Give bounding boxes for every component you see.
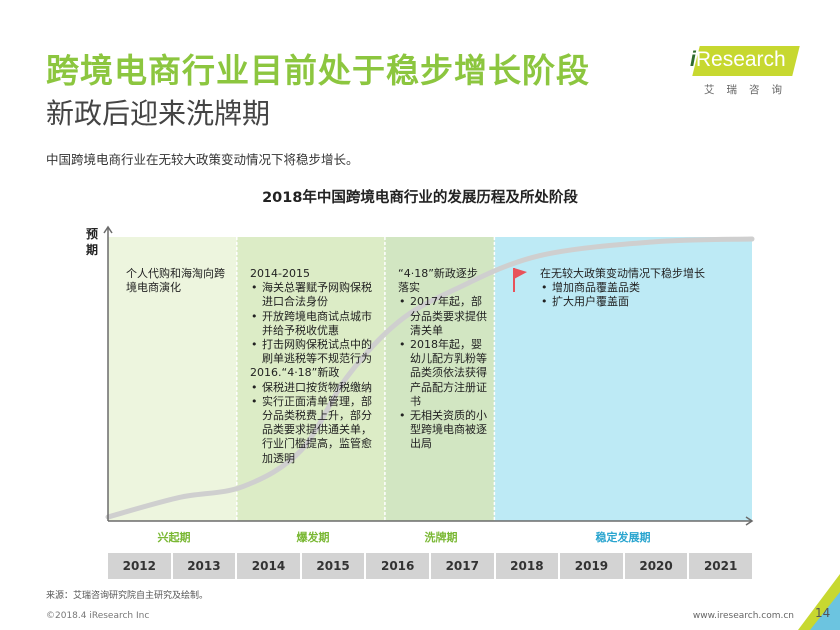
year-tick: 2014 bbox=[237, 553, 300, 579]
phase-boom-bullet: 打击网购保税试点中的刷单逃税等不规范行为 bbox=[250, 338, 376, 366]
phase-shuffle-bullet: 2017年起，部分品类要求提供清关单 bbox=[398, 295, 488, 338]
year-tick: 2018 bbox=[495, 553, 559, 579]
year-tick: 2021 bbox=[689, 553, 752, 579]
phase-stable-bullet: 扩大用户覆盖面 bbox=[540, 295, 740, 309]
phase-boom-heading-1: 2014-2015 bbox=[250, 267, 310, 280]
phase-text-stable: 在无较大政策变动情况下稳步增长 增加商品覆盖品类 扩大用户覆盖面 bbox=[540, 267, 740, 310]
phase-label-shuffle: 洗牌期 bbox=[424, 531, 458, 544]
intro-text: 中国跨境电商行业在无较大政策变动情况下将稳步增长。 bbox=[46, 152, 359, 167]
year-tick: 2012 bbox=[108, 553, 171, 579]
phase-label-stable: 稳定发展期 bbox=[595, 531, 651, 544]
phase-boom-bullet: 开放跨境电商试点城市并给予税收优惠 bbox=[250, 310, 376, 338]
phase-label-boom: 爆发期 bbox=[296, 531, 330, 544]
year-tick: 2020 bbox=[624, 553, 688, 579]
x-axis-arrow bbox=[745, 516, 754, 526]
year-tick: 2019 bbox=[560, 553, 623, 579]
phase-stable-bullet: 增加商品覆盖品类 bbox=[540, 281, 740, 295]
website-link[interactable]: www.iresearch.com.cn bbox=[692, 611, 794, 621]
year-tick: 2016 bbox=[366, 553, 429, 579]
phase-boom-bullet: 实行正面清单管理，部分品类税费上升，部分品类要求提供通关单，行业门槛提高，监管愈… bbox=[250, 395, 376, 466]
phase-band bbox=[108, 237, 237, 521]
corner-decoration bbox=[798, 574, 840, 630]
phase-boom-bullet: 海关总署赋予网购保税进口合法身份 bbox=[250, 281, 376, 309]
growth-curve bbox=[105, 236, 755, 520]
phase-text-boom: 2014-2015 海关总署赋予网购保税进口合法身份 开放跨境电商试点城市并给予… bbox=[250, 267, 376, 466]
phase-stable-heading: 在无较大政策变动情况下稳步增长 bbox=[540, 267, 705, 280]
year-tick: 2017 bbox=[430, 553, 494, 579]
logo-wordmark: iResearch bbox=[690, 48, 786, 71]
phase-label-rise: 兴起期 bbox=[157, 531, 191, 544]
page-subtitle: 新政后迎来洗牌期 bbox=[46, 97, 271, 130]
flag-icon bbox=[514, 268, 527, 279]
y-axis-label: 预期 bbox=[85, 227, 98, 257]
phase-shuffle-heading: “4·18”新政逐步落实 bbox=[398, 267, 478, 295]
phase-boom-heading-2: 2016.“4·18”新政 bbox=[250, 366, 340, 380]
year-axis: 2012 2013 2014 2015 2016 2017 2018 2019 … bbox=[108, 553, 752, 579]
copyright: ©2018.4 iResearch Inc bbox=[46, 611, 150, 621]
source-note: 来源：艾瑞咨询研究院自主研究及绘制。 bbox=[46, 591, 209, 601]
page-title: 跨境电商行业目前处于稳步增长阶段 bbox=[46, 51, 590, 90]
y-axis-arrow bbox=[103, 225, 113, 234]
phase-text-shuffle: “4·18”新政逐步落实 2017年起，部分品类要求提供清关单 2018年起，婴… bbox=[398, 267, 488, 452]
logo-tagline: 艾瑞咨询 bbox=[704, 84, 794, 96]
chart-title: 2018年中国跨境电商行业的发展历程及所处阶段 bbox=[262, 190, 578, 206]
phase-rise-intro: 个人代购和海淘向跨境电商演化 bbox=[126, 267, 225, 295]
year-tick: 2013 bbox=[172, 553, 236, 579]
phase-text-rise: 个人代购和海淘向跨境电商演化 bbox=[126, 267, 230, 295]
page-number: 14 bbox=[815, 606, 831, 620]
iresearch-logo: iResearch 艾瑞咨询 bbox=[688, 42, 800, 98]
phase-shuffle-bullet: 2018年起，婴幼儿配方乳粉等品类须依法获得产品配方注册证书 bbox=[398, 338, 488, 409]
phase-boom-bullet: 保税进口按货物税缴纳 bbox=[250, 381, 376, 395]
year-tick: 2015 bbox=[301, 553, 365, 579]
phase-shuffle-bullet: 无相关资质的小型跨境电商被逐出局 bbox=[398, 409, 488, 452]
